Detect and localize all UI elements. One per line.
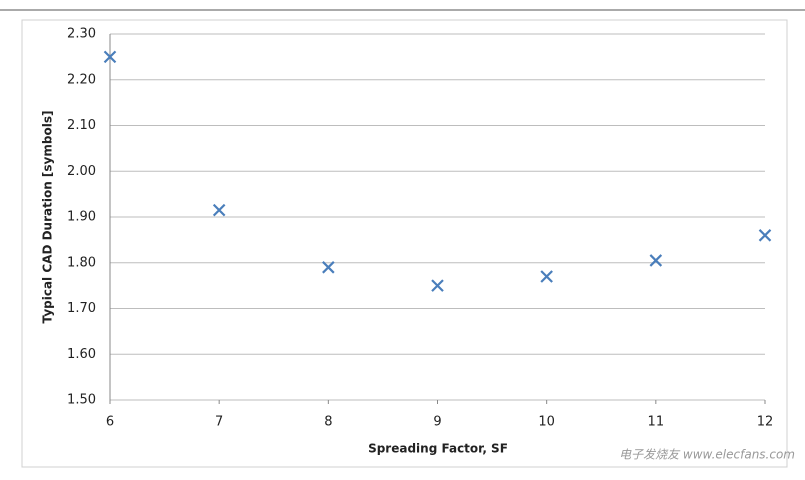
x-axis-label: Spreading Factor, SF: [368, 442, 508, 456]
x-tick-label: 11: [648, 415, 665, 430]
y-tick-label: 1.60: [67, 347, 96, 362]
x-tick-label: 9: [433, 415, 441, 430]
y-tick-label: 1.70: [67, 301, 96, 316]
point: [322, 261, 335, 274]
y-tick-label: 2.10: [67, 118, 96, 133]
x-tick-label: 7: [215, 415, 223, 430]
point: [758, 229, 772, 242]
chart-frame: [21, 19, 788, 468]
x-tick-label: 8: [324, 415, 332, 430]
point: [649, 254, 663, 267]
y-tick-label: 1.50: [67, 393, 96, 408]
y-tick-label: 1.80: [67, 255, 96, 270]
point: [431, 279, 444, 292]
y-tick-label: 2.30: [67, 27, 96, 42]
y-axis-label: Typical CAD Duration [symbols]: [41, 111, 55, 324]
y-tick-label: 1.90: [67, 210, 96, 225]
x-tick-label: 12: [757, 415, 774, 430]
point: [103, 50, 117, 64]
point: [540, 270, 553, 283]
x-tick-label: 6: [106, 415, 114, 430]
point: [212, 203, 226, 217]
x-tick-label: 10: [538, 415, 555, 430]
watermark: 电子发烧友 www.elecfans.com: [619, 448, 795, 462]
y-tick-label: 2.00: [67, 164, 96, 179]
y-tick-label: 2.20: [67, 72, 96, 87]
